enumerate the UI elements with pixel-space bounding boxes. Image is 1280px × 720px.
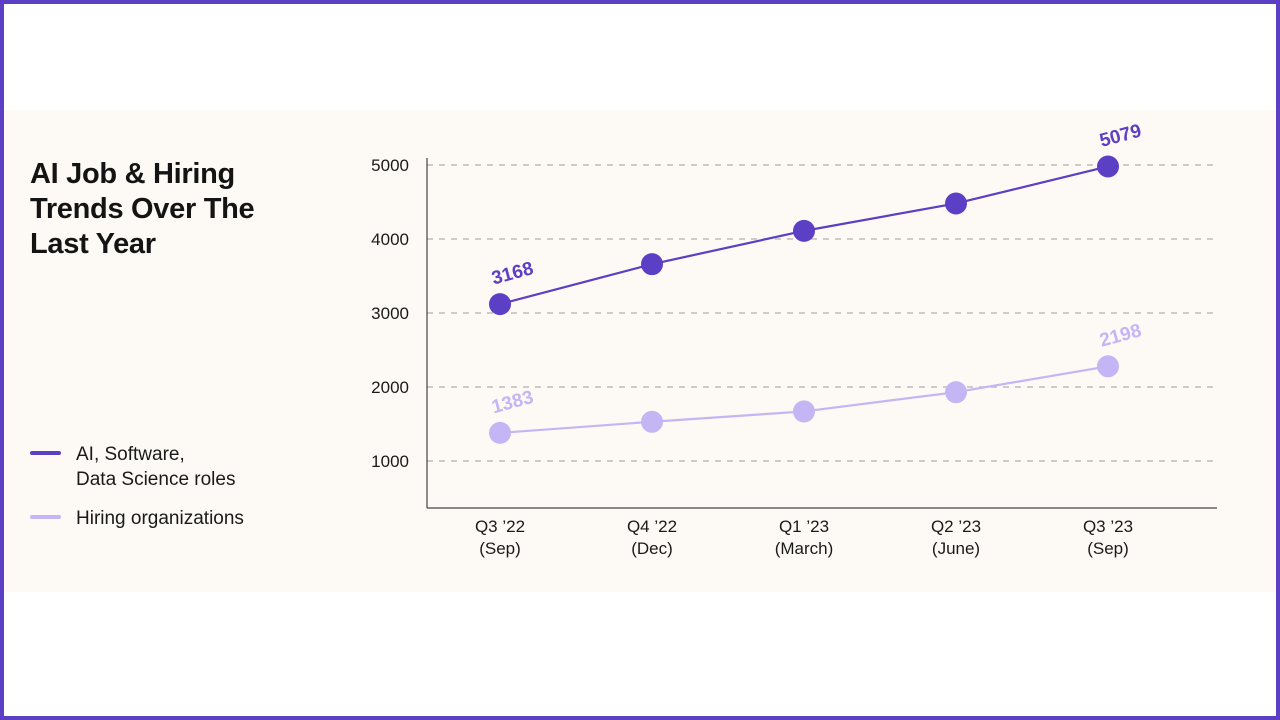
x-tick-label-1: Q4 ’22 (Dec) [627,517,677,558]
data-point-0-1 [641,253,663,276]
legend-item-roles: AI, Software, Data Science roles [30,442,244,492]
y-tick-label-5000: 5000 [371,156,409,175]
data-point-1-1 [641,410,663,433]
chart-title: AI Job & Hiring Trends Over The Last Yea… [30,158,255,260]
data-point-0-3 [945,192,967,215]
data-label-1-0: 1383 [489,387,535,418]
data-label-1-4: 2198 [1097,320,1143,351]
x-tick-label-0: Q3 ’22 (Sep) [475,517,525,558]
data-point-1-0 [489,421,511,444]
data-label-0-0: 3168 [489,258,535,289]
chart-legend: AI, Software, Data Science roles Hiring … [30,442,244,545]
x-tick-label-4: Q3 ’23 (Sep) [1083,517,1133,558]
y-tick-label-3000: 3000 [371,304,409,323]
x-tick-label-3: Q2 ’23 (June) [931,517,981,558]
data-point-1-3 [945,381,967,404]
chart-panel [4,110,1276,592]
legend-swatch-organizations [30,515,61,519]
data-point-0-0 [489,293,511,316]
y-tick-label-4000: 4000 [371,230,409,249]
data-point-0-2 [793,219,815,242]
series-line-1 [499,365,1109,434]
data-point-1-2 [793,400,815,423]
y-tick-label-2000: 2000 [371,378,409,397]
data-label-0-4: 5079 [1097,121,1143,152]
x-tick-label-2: Q1 ’23 (March) [775,517,834,558]
y-tick-label-1000: 1000 [371,452,409,471]
legend-swatch-roles [30,451,61,455]
legend-label-roles: AI, Software, Data Science roles [76,444,236,490]
data-point-1-4 [1097,355,1119,378]
legend-item-organizations: Hiring organizations [30,506,244,531]
legend-label-organizations: Hiring organizations [76,508,244,529]
data-point-0-4 [1097,155,1119,178]
